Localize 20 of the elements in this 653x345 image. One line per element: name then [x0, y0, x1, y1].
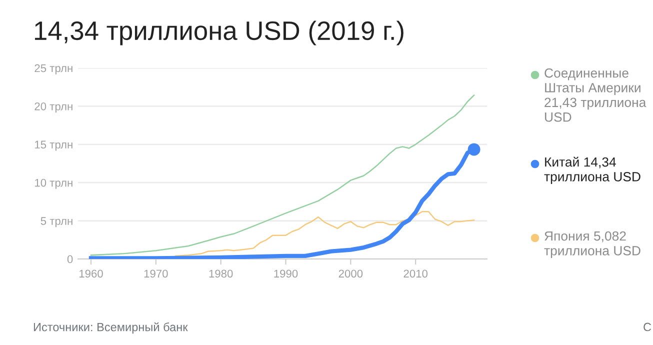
- legend-label: Китай 14,34 триллиона USD: [544, 156, 640, 184]
- line-series: [174, 211, 475, 257]
- x-tick-label: 1960: [79, 270, 103, 278]
- x-tick-label: 1970: [144, 270, 168, 278]
- y-tick-label: 25 трлн: [34, 64, 72, 74]
- x-tick-label: 2010: [404, 270, 428, 278]
- y-tick-label: 0: [67, 255, 73, 264]
- y-tick-label: 5 трлн: [40, 217, 72, 228]
- x-tick-label: 1990: [274, 270, 298, 278]
- line-series: [90, 94, 475, 256]
- x-tick-label: 1980: [209, 270, 233, 278]
- chart-title: 14,34 триллиона USD (2019 г.): [35, 20, 404, 46]
- text: С: [644, 322, 652, 332]
- legend-label: Соединенные Штаты Америки 21,43 триллиона USD: [544, 68, 646, 122]
- legend-label: Япония 5,082 триллиона USD: [544, 231, 640, 258]
- text: Источники: Всемирный банк: [34, 322, 188, 334]
- x-tick-label: 2000: [338, 270, 363, 278]
- y-tick-label: 20 трлн: [34, 102, 72, 113]
- y-tick-label: 10 трлн: [35, 178, 72, 189]
- y-tick-label: 15 трлн: [35, 140, 72, 151]
